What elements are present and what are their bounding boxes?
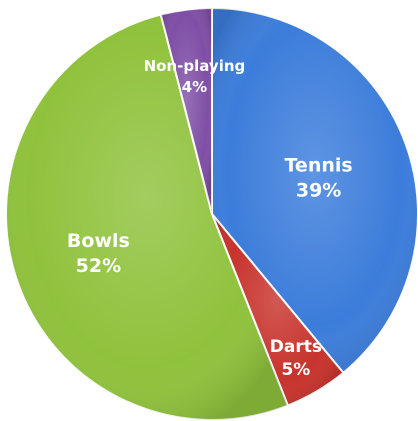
slice-value-label-tennis: 39% bbox=[296, 180, 341, 202]
slice-value-label-non-playing: 4% bbox=[182, 78, 207, 96]
pie-slice-shading-bowls bbox=[6, 14, 288, 420]
pie-slice-shading-darts bbox=[212, 214, 344, 406]
slice-name-label-tennis: Tennis bbox=[285, 155, 353, 177]
pie-slice-shading-non-playing bbox=[160, 8, 212, 214]
slice-name-label-darts: Darts bbox=[270, 337, 322, 357]
pie-labels: Tennis 39% Darts 5% Bowls 52% Non-playing 4% bbox=[67, 57, 353, 380]
slice-value-label-bowls: 52% bbox=[76, 255, 121, 277]
slice-value-label-darts: 5% bbox=[281, 360, 310, 380]
slice-name-label-bowls: Bowls bbox=[67, 230, 130, 252]
pie-slice-shading-tennis bbox=[212, 8, 418, 373]
pie-slices bbox=[5, 6, 418, 421]
slice-name-label-non-playing: Non-playing bbox=[144, 57, 246, 75]
